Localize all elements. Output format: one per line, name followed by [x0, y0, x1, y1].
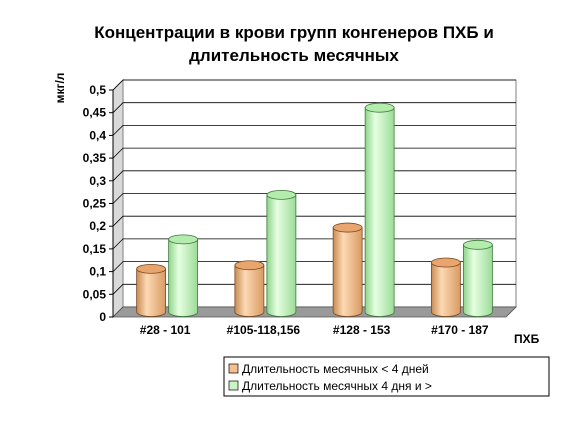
y-tick-label: 0,45 — [83, 106, 107, 120]
y-tick-label: 0,05 — [83, 287, 107, 301]
y-tick-label: 0,3 — [89, 174, 106, 188]
legend-label-series-2: Длительность месячных 4 дня и > — [242, 379, 432, 393]
legend-label-series-1: Длительность месячных < 4 дней — [242, 362, 429, 376]
gridline — [112, 79, 516, 91]
y-tick-label: 0,4 — [89, 128, 106, 142]
y-tick-label: 0,15 — [83, 242, 107, 256]
bars — [136, 102, 493, 317]
y-tick-label: 0,35 — [83, 151, 107, 165]
x-category-label: #170 - 187 — [431, 323, 489, 337]
y-tick-label: 0,25 — [83, 197, 107, 211]
bar-series-2-cat-3 — [364, 102, 395, 317]
x-category-label: #128 - 153 — [333, 323, 391, 337]
y-tick-label: 0,5 — [89, 83, 106, 97]
y-tick-label: 0,2 — [89, 219, 106, 233]
gridline — [112, 102, 516, 113]
chart-title-line-2: длительность месячных — [189, 46, 399, 65]
bar-series-1-cat-3 — [332, 222, 363, 317]
bar-series-1-cat-1 — [136, 263, 167, 317]
y-axis-label: мкг/л — [53, 73, 67, 104]
y-tick-label: 0,1 — [89, 265, 106, 279]
x-axis-categories: #28 - 101 #105-118,156 #128 - 153 #170 - 18… — [140, 323, 489, 337]
x-axis-label: ПХБ — [514, 332, 540, 346]
x-category-label: #105-118,156 — [227, 323, 301, 337]
y-tick-label: 0 — [99, 310, 106, 324]
legend-swatch-series-1 — [228, 363, 239, 374]
bar-series-2-cat-2 — [266, 189, 297, 317]
bar-series-1-cat-4 — [430, 257, 461, 317]
bar-series-2-cat-1 — [168, 234, 199, 317]
bar-series-2-cat-4 — [462, 239, 493, 317]
legend: Длительность месячных < 4 дней Длительно… — [223, 356, 550, 397]
x-category-label: #28 - 101 — [140, 323, 191, 337]
legend-swatch-series-2 — [228, 380, 239, 391]
bar-series-1-cat-2 — [234, 260, 265, 317]
chart-title-line-1: Концентрации в крови групп конгенеров ПХ… — [94, 23, 494, 42]
y-axis-ticks: 0 0,05 0,1 0,15 0,2 0,25 0,3 0,35 0,4 0,45 0,5 — [83, 83, 114, 324]
plot-floor — [112, 306, 517, 318]
legend-box — [223, 356, 550, 397]
